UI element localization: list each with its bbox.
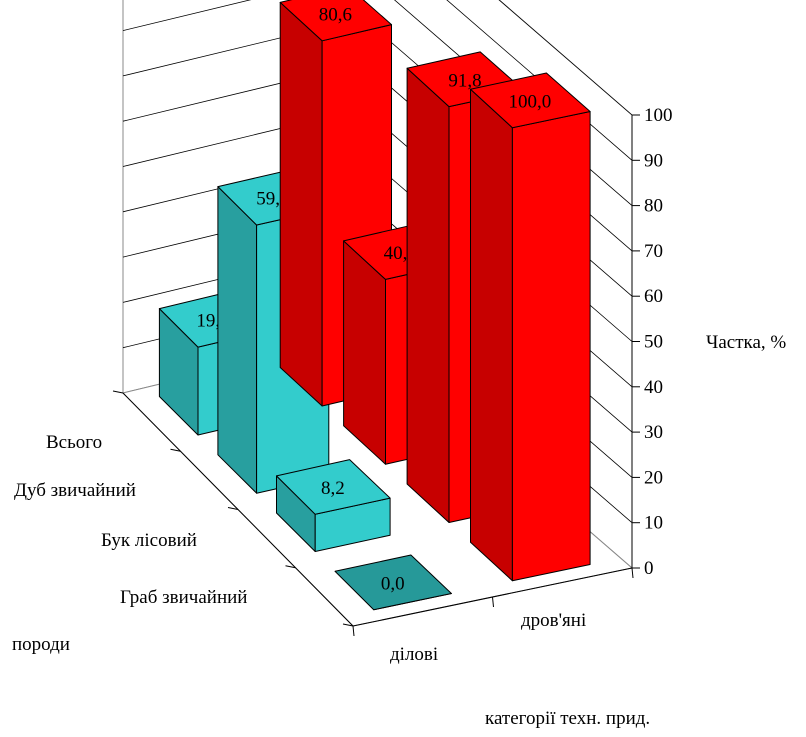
depth-tick-mark bbox=[342, 623, 354, 627]
series-tick-label: ділові bbox=[390, 644, 438, 665]
depth-tick-mark bbox=[170, 448, 181, 452]
z-axis-title: Частка, % bbox=[706, 332, 786, 353]
depth-tick-mark bbox=[227, 507, 239, 510]
z-tick-label: 30 bbox=[644, 422, 663, 443]
z-tick-label: 50 bbox=[644, 332, 663, 353]
bar-front-face bbox=[511, 111, 591, 582]
bar-side-face bbox=[217, 186, 258, 494]
bar-side-face bbox=[470, 88, 513, 582]
labels: Частка, % породи категорії техн. прид. В… bbox=[12, 332, 786, 729]
data-label: 0,0 bbox=[381, 573, 405, 594]
series-tick-mark bbox=[492, 596, 494, 608]
category-label: Бук лісовий bbox=[101, 530, 197, 551]
bar-side-face bbox=[406, 67, 450, 523]
z-tick-label: 10 bbox=[644, 513, 663, 534]
series-tick-label: дров'яні bbox=[521, 610, 586, 631]
bar-side-face bbox=[343, 240, 386, 465]
data-label: 80,6 bbox=[319, 5, 352, 26]
bar-0-3: 0,0 bbox=[334, 554, 452, 611]
data-label: 91,8 bbox=[448, 70, 481, 91]
z-tick-label: 0 bbox=[644, 558, 654, 579]
z-tick-label: 40 bbox=[644, 377, 663, 398]
data-label: 100,0 bbox=[508, 91, 551, 112]
z-tick-label: 20 bbox=[644, 467, 663, 488]
depth-tick-mark bbox=[112, 390, 124, 394]
bar-top-face bbox=[276, 459, 391, 515]
bar-top-face bbox=[334, 554, 452, 611]
z-tick-label: 60 bbox=[644, 286, 663, 307]
depth-tick-mark bbox=[285, 565, 296, 569]
series-tick-mark bbox=[352, 625, 355, 637]
category-label: Дуб звичайний bbox=[14, 480, 136, 501]
series-axis-title: категорії техн. прид. bbox=[485, 708, 650, 729]
depth-axis-title: породи bbox=[12, 634, 70, 655]
bar-0-2: 8,2 bbox=[276, 459, 391, 552]
category-label: Всього bbox=[46, 432, 102, 453]
data-label: 8,2 bbox=[321, 478, 345, 499]
bar-side-face bbox=[279, 1, 323, 407]
gridline bbox=[498, 0, 633, 116]
bar-1-3: 100,0 bbox=[470, 72, 591, 582]
z-tick-label: 80 bbox=[644, 196, 663, 217]
series-tick-mark bbox=[631, 567, 634, 579]
bar-top-face bbox=[470, 72, 591, 129]
z-tick-label: 100 bbox=[644, 105, 673, 126]
bar-top-face bbox=[279, 0, 392, 42]
category-label: Граб звичайний bbox=[120, 587, 247, 608]
axes: 0 10 20 30 40 50 60 70 80 90 100 bbox=[112, 105, 673, 637]
z-tick-label: 70 bbox=[644, 241, 663, 262]
z-tick-label: 90 bbox=[644, 150, 663, 171]
